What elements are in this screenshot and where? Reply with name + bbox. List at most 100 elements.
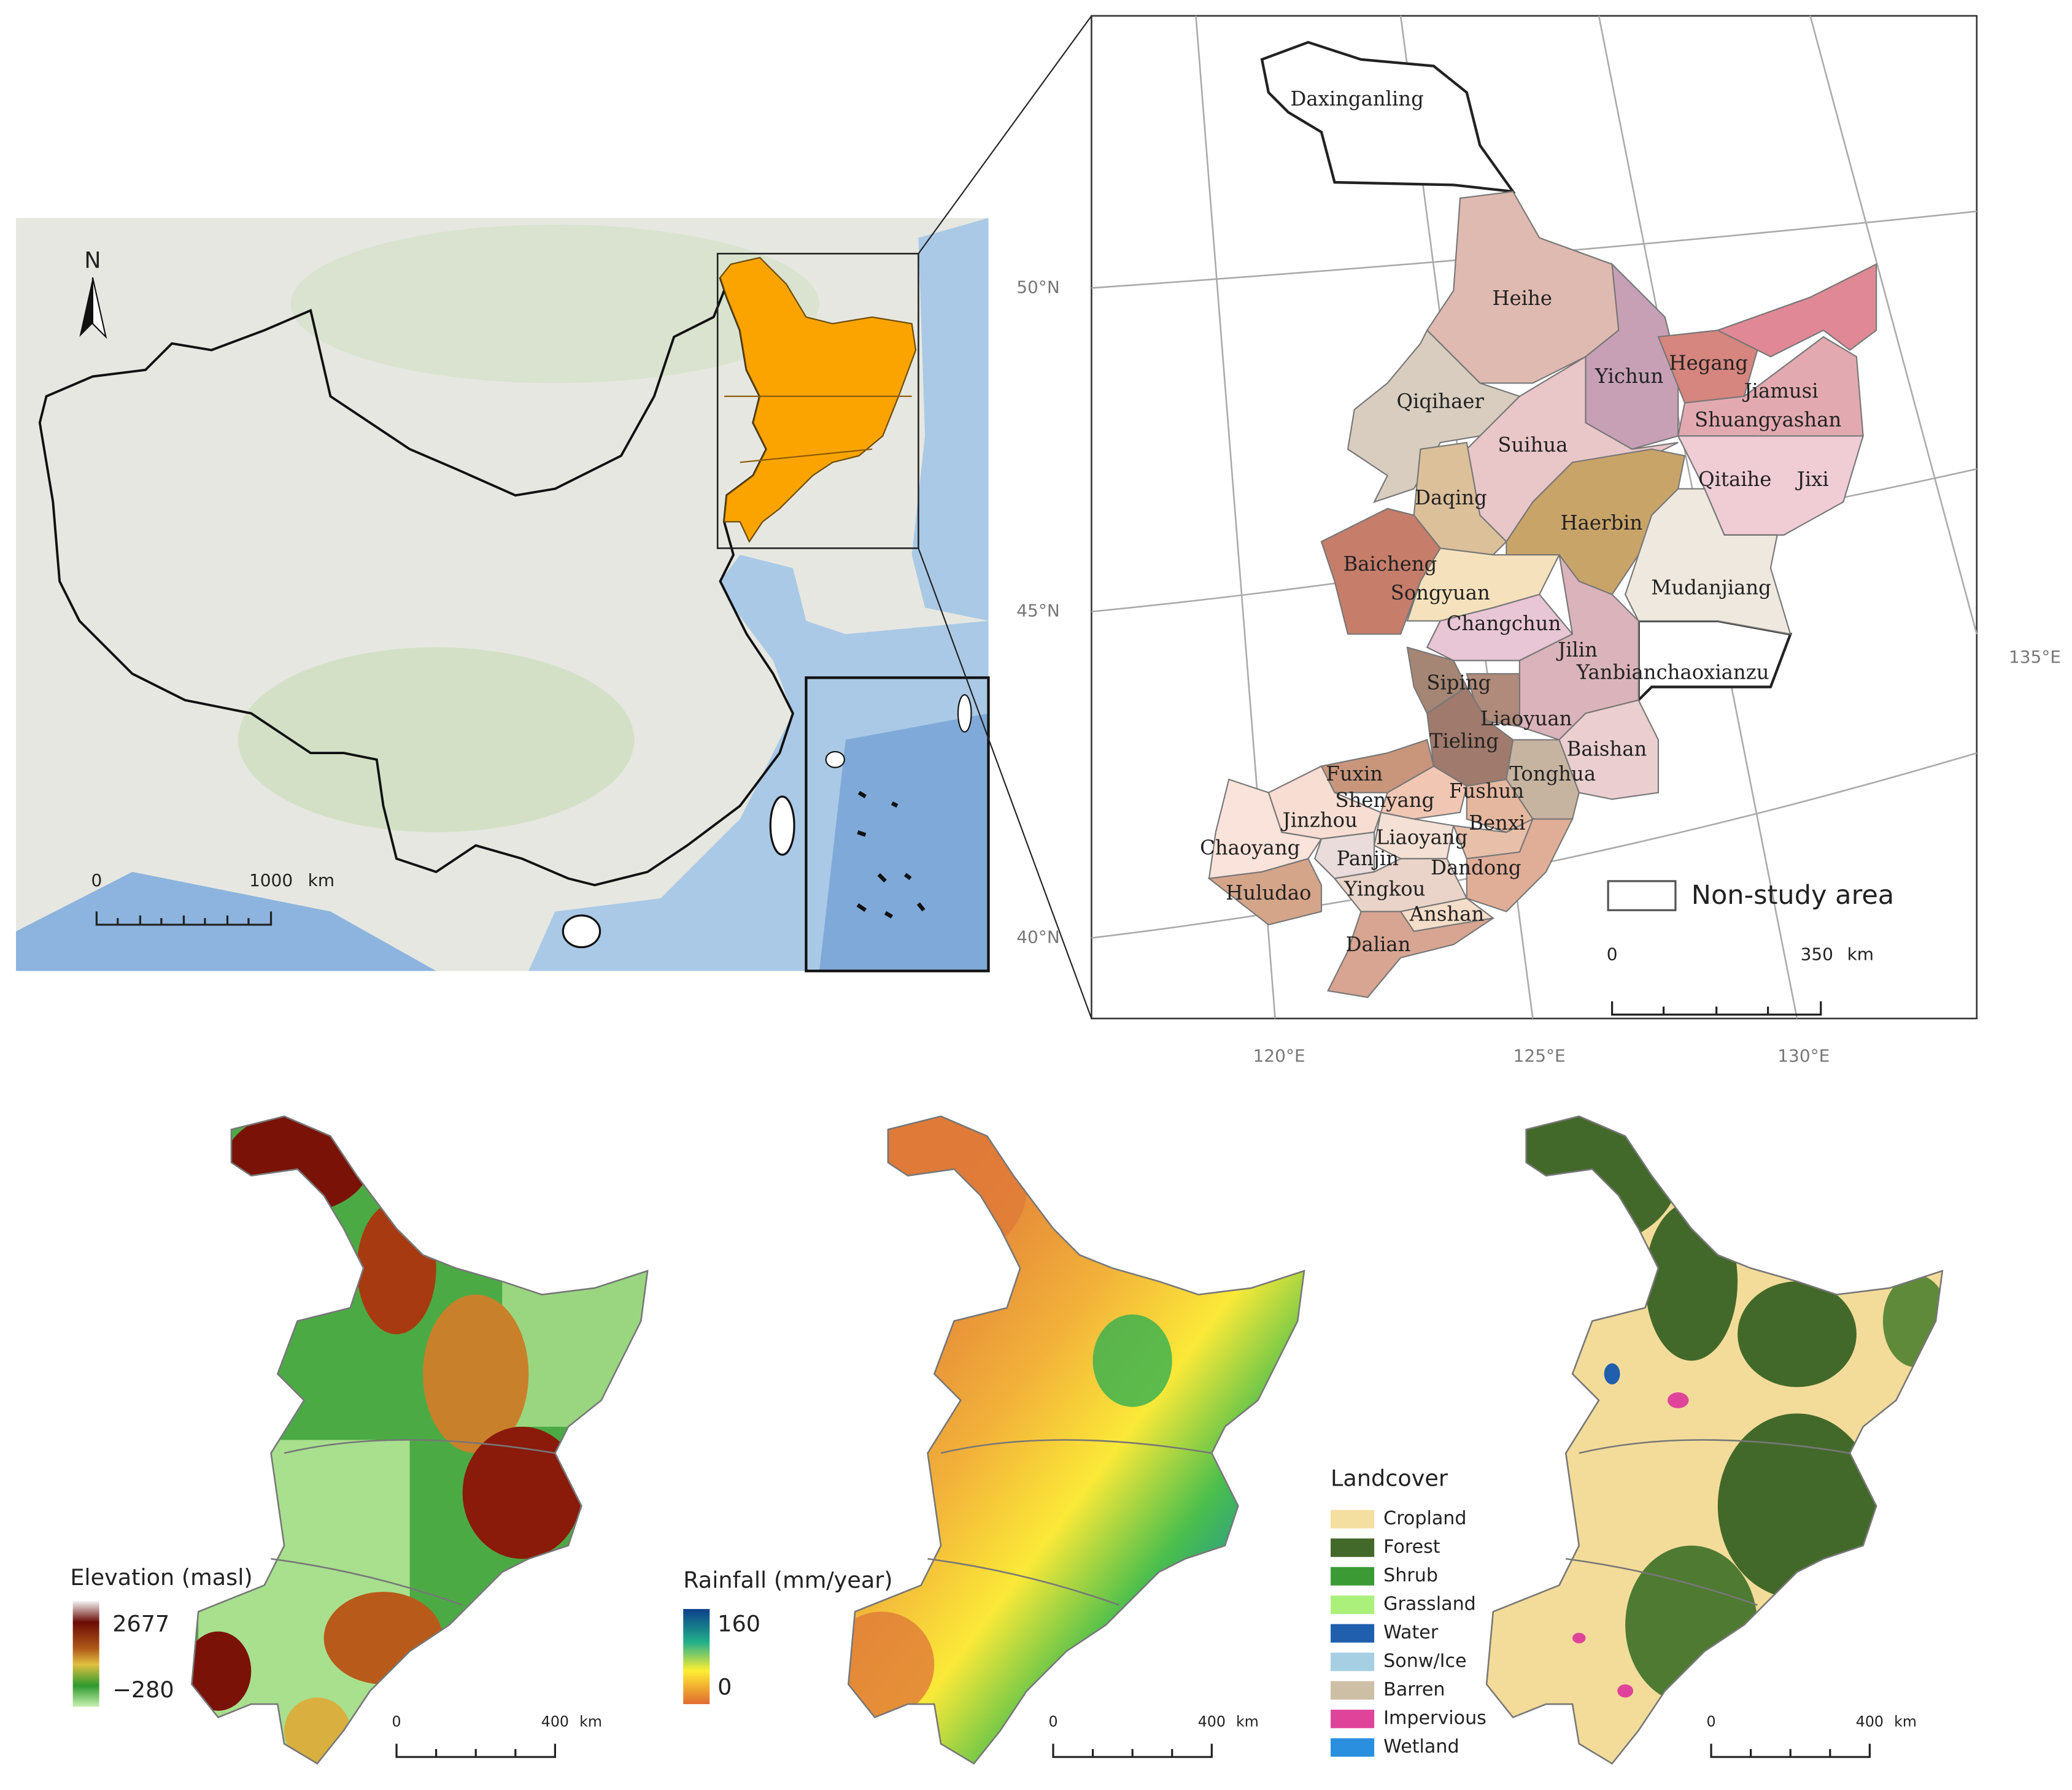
label: km [1236, 1713, 1259, 1730]
map-shape: Daxinganling Heihe Yichun Hegang Jiamusi… [1016, 15, 2061, 1066]
map-shape [16, 871, 436, 971]
label: 400 [1856, 1713, 1884, 1730]
map-shape [1710, 1743, 1871, 1758]
label: 0 [392, 1713, 401, 1730]
label: Dandong [1431, 856, 1521, 879]
legend-label: Cropland [1383, 1508, 1466, 1529]
map-shape [72, 1601, 99, 1707]
map-shape [1882, 1275, 1942, 1368]
map-shape [562, 914, 601, 949]
map-shape: N 0 1000 km [16, 15, 1092, 1019]
label: Shenyang [1335, 789, 1434, 812]
map-shape [323, 1592, 443, 1684]
legend-label: Impervious [1383, 1708, 1486, 1729]
map-shape: Elevation (masl) 2677 −280 0 400 km [70, 1115, 649, 1765]
label: 0 [1048, 1713, 1057, 1730]
legend-swatch [1331, 1510, 1375, 1529]
label: 0 [1607, 944, 1618, 964]
map-shape [191, 1631, 252, 1711]
label: Suihua [1498, 433, 1568, 457]
map-shape [724, 395, 912, 463]
map-shape [1610, 1001, 1822, 1016]
label: 40°N [1016, 927, 1059, 947]
label: Siping [1426, 671, 1491, 695]
map-shape [91, 277, 107, 339]
map-shape [1486, 1116, 1942, 1764]
label: Tieling [1429, 729, 1499, 752]
map-shape [1207, 858, 1323, 926]
label: 160 [717, 1610, 760, 1637]
legend-label: Shrub [1383, 1565, 1438, 1586]
map-shape [825, 750, 845, 768]
label: 400 [541, 1713, 569, 1730]
legend-label: Sonw/Ice [1383, 1651, 1466, 1672]
map-shape [1558, 699, 1660, 800]
map-shape [79, 277, 93, 337]
map-shape [848, 1115, 1305, 1765]
map-shape [927, 1439, 1212, 1606]
label: 50°N [1016, 277, 1059, 297]
label: 125°E [1513, 1046, 1566, 1066]
label: Liaoyang [1376, 826, 1467, 849]
legend-swatch [1331, 1681, 1375, 1700]
map-shape [957, 694, 972, 733]
map-shape [191, 1116, 648, 1764]
label: Changchun [1447, 612, 1561, 635]
map-shape [290, 224, 819, 384]
map-shape [238, 647, 635, 833]
label: −280 [112, 1676, 174, 1703]
map-shape [1809, 15, 1978, 635]
label: km [579, 1713, 602, 1730]
label: 2677 [112, 1610, 169, 1637]
map-shape [805, 676, 990, 973]
legend-swatch [1331, 1595, 1375, 1614]
label: Huludao [1226, 881, 1311, 905]
map-shape [1607, 880, 1677, 911]
label: 400 [1198, 1713, 1226, 1730]
map-shape [395, 1743, 557, 1758]
map-shape [1624, 488, 1792, 635]
legend-swatch [1331, 1538, 1375, 1557]
label: Chaoyang [1200, 836, 1300, 860]
map-shape [1645, 1202, 1738, 1361]
map-shape [1885, 1420, 1907, 1433]
label: Jixi [1795, 468, 1829, 491]
landcover-legend: Cropland Forest Shrub Grassland Water Sonw/Ic… [1331, 1508, 1486, 1757]
map-shape [502, 1268, 648, 1427]
map-shape [1668, 1392, 1689, 1408]
map-shape [716, 253, 919, 549]
label: 0 [1707, 1713, 1716, 1730]
map-shape [1572, 1632, 1586, 1644]
map-shape [1617, 1684, 1634, 1698]
map-shape [1717, 1413, 1877, 1599]
label: 1000 [249, 870, 293, 890]
label: km [1894, 1713, 1917, 1730]
label: Yingkou [1343, 877, 1425, 900]
map-shape [819, 713, 989, 971]
map-shape [848, 1116, 1305, 1764]
label: Tonghua [1509, 762, 1596, 785]
map-shape [1052, 1743, 1213, 1758]
label: Hegang [1669, 352, 1748, 375]
label: Yichun [1595, 365, 1664, 388]
label: 0 [91, 870, 102, 890]
legend-swatch [1331, 1738, 1375, 1757]
label: Heihe [1492, 287, 1552, 310]
label: Landcover [1331, 1465, 1448, 1492]
label: Jinzhou [1281, 809, 1358, 832]
map-shape [1486, 1116, 1942, 1764]
legend-swatch [1331, 1624, 1375, 1643]
label: Baicheng [1343, 552, 1437, 576]
map-shape [918, 15, 1092, 1019]
map-shape [1092, 1314, 1172, 1407]
map-shape [284, 1697, 350, 1764]
label: Baishan [1567, 737, 1647, 760]
map-shape [357, 1202, 436, 1335]
label: Qiqihaer [1397, 390, 1485, 413]
map-shape [719, 257, 917, 543]
label: Jilin [1556, 638, 1598, 662]
legend-label: Wetland [1383, 1736, 1459, 1757]
label: Daqing [1415, 486, 1487, 509]
label: 135°E [2009, 647, 2061, 667]
